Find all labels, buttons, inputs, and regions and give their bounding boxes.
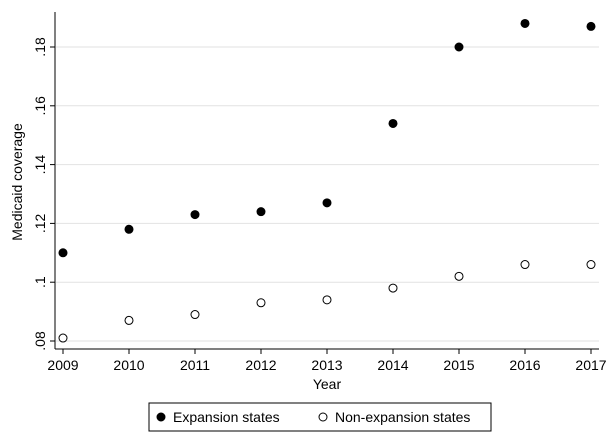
x-axis-title: Year <box>313 376 342 392</box>
non-expansion-point <box>388 283 398 293</box>
non-expansion-point <box>124 315 134 325</box>
non-expansion-point <box>58 333 68 343</box>
y-tick-label: .16 <box>32 96 48 116</box>
expansion-point <box>124 224 134 234</box>
expansion-point <box>388 118 398 128</box>
legend-label-expansion: Expansion states <box>173 409 280 425</box>
y-axis-title: Medicaid coverage <box>9 123 25 241</box>
y-tick-label: .12 <box>32 213 48 233</box>
expansion-point <box>586 21 596 31</box>
legend-marker-non-expansion <box>318 412 328 422</box>
gridlines <box>56 46 599 342</box>
x-tick-label: 2011 <box>180 357 210 373</box>
non-expansion-point <box>322 295 332 305</box>
non-expansion-point <box>586 260 596 270</box>
legend-label-non-expansion: Non-expansion states <box>335 409 470 425</box>
expansion-point <box>322 198 332 208</box>
y-tick-label: .1 <box>32 276 48 288</box>
non-expansion-point <box>190 310 200 320</box>
y-ticks: .08 .1 .12 .14 .16 .18 <box>32 37 55 351</box>
x-ticks: 2009 2010 2011 2012 2013 2014 2015 2016 2017 <box>47 349 607 373</box>
x-tick-label: 2015 <box>443 357 474 373</box>
expansion-point <box>190 210 200 220</box>
non-expansion-point <box>454 271 464 281</box>
x-tick-label: 2010 <box>113 357 144 373</box>
expansion-point <box>520 18 530 28</box>
expansion-point <box>454 42 464 52</box>
expansion-point <box>58 248 68 258</box>
data-points <box>58 18 596 343</box>
y-tick-label: .18 <box>32 37 48 57</box>
x-tick-label: 2009 <box>47 357 78 373</box>
expansion-point <box>256 207 266 217</box>
x-tick-label: 2012 <box>245 357 276 373</box>
y-tick-label: .14 <box>32 155 48 175</box>
legend: Expansion states Non-expansion states <box>148 402 492 432</box>
x-tick-label: 2017 <box>575 357 606 373</box>
x-tick-label: 2014 <box>377 357 408 373</box>
y-tick-label: .08 <box>32 331 48 351</box>
non-expansion-point <box>256 298 266 308</box>
non-expansion-point <box>520 260 530 270</box>
x-tick-label: 2016 <box>509 357 540 373</box>
x-tick-label: 2013 <box>311 357 342 373</box>
legend-marker-expansion <box>156 412 166 422</box>
